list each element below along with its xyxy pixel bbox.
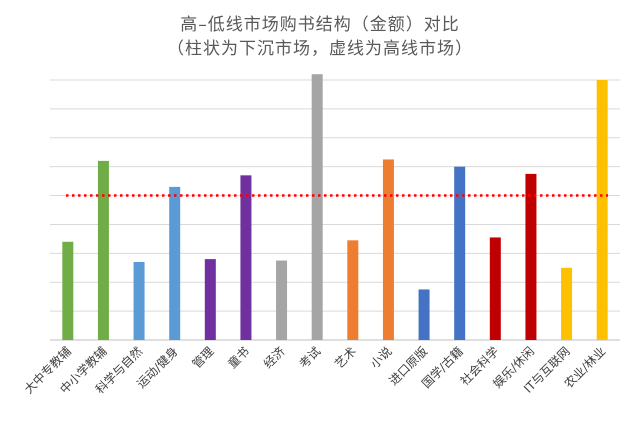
x-tick-label: 童书: [224, 344, 252, 372]
x-tick-label: 经济: [260, 344, 288, 372]
bar-5: [204, 259, 216, 340]
chart-title: 高–低线市场购书结构（金额）对比: [180, 15, 460, 35]
bar-12: [454, 166, 466, 340]
bar-7: [276, 260, 288, 340]
bar-14: [525, 173, 537, 340]
bar-1: [62, 241, 74, 340]
bar-4: [169, 186, 181, 340]
bar-2: [97, 160, 109, 340]
bar-6: [240, 175, 252, 340]
bar-15: [561, 267, 573, 340]
x-tick-label: 考试: [296, 344, 324, 372]
bar-16: [596, 80, 608, 340]
bar-9: [347, 240, 359, 340]
bar-13: [489, 237, 501, 340]
chart-subtitle: （柱状为下沉市场，虚线为高线市场）: [167, 39, 473, 59]
bar-10: [382, 159, 394, 340]
x-tick-label: 小说: [367, 344, 395, 372]
x-tick-label: 艺术: [332, 344, 359, 371]
bar-3: [133, 262, 145, 340]
bar-11: [418, 289, 430, 340]
bar-8: [311, 74, 323, 340]
x-tick-label: 管理: [189, 344, 217, 372]
